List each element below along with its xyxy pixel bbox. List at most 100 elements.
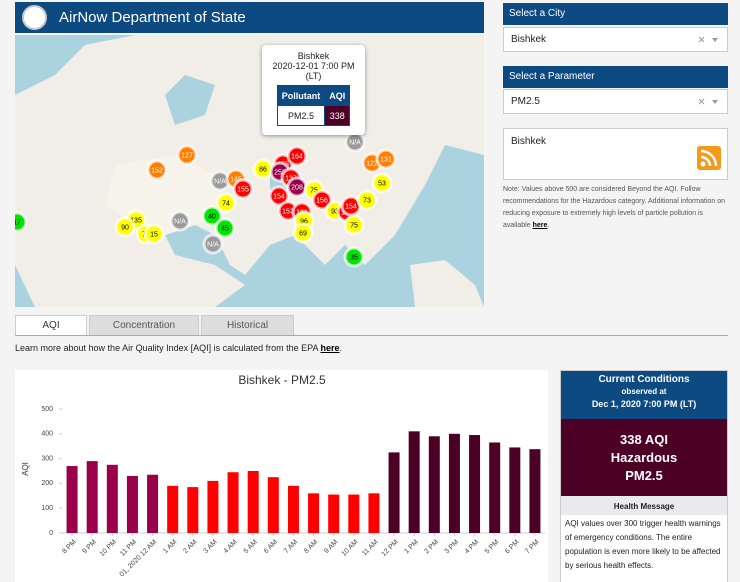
map-marker-label: N/A xyxy=(349,139,361,146)
map-marker-label: 86 xyxy=(259,166,267,173)
map[interactable]: 17135907315N/A152127N/A145155744045N/A86… xyxy=(15,35,484,307)
map-marker-label: 164 xyxy=(291,153,303,160)
bar xyxy=(187,487,198,533)
bar xyxy=(127,476,138,533)
y-tick-label: 200 xyxy=(41,480,53,487)
map-marker-label: 35 xyxy=(350,254,358,261)
x-tick-label: 3 AM xyxy=(202,539,218,555)
x-tick-label: 2 PM xyxy=(424,539,441,556)
x-tick-label: 4 PM xyxy=(464,539,481,556)
tab[interactable]: AQI xyxy=(15,315,87,335)
x-tick-label: 3 PM xyxy=(444,539,461,556)
map-marker-label: 69 xyxy=(299,230,307,237)
x-tick-label: 10 AM xyxy=(341,539,360,558)
note-link[interactable]: here xyxy=(533,222,548,229)
parameter-label: Select a Parameter xyxy=(503,66,728,88)
x-tick-label: 10 PM xyxy=(99,539,118,558)
map-marker-label: 75 xyxy=(350,222,358,229)
bar xyxy=(389,452,400,533)
bar xyxy=(469,435,480,533)
popup-zone: (LT) xyxy=(262,71,365,81)
x-tick-label: 9 PM xyxy=(81,539,98,556)
x-tick-label: 6 PM xyxy=(504,539,521,556)
map-marker-label: 74 xyxy=(222,200,230,207)
bar xyxy=(368,493,379,533)
bar xyxy=(328,495,339,533)
bar xyxy=(167,486,178,533)
feed-title: Bishkek xyxy=(511,136,546,147)
cc-time: Dec 1, 2020 7:00 PM (LT) xyxy=(561,399,727,409)
bar xyxy=(107,465,118,533)
x-tick-label: 8 PM xyxy=(61,539,78,556)
health-text: AQI values over 300 trigger health warni… xyxy=(561,515,727,582)
x-tick-label: 5 AM xyxy=(243,539,259,555)
bar xyxy=(248,471,259,533)
bar xyxy=(207,481,218,533)
map-marker-label: 152 xyxy=(151,167,163,174)
cc-title: Current Conditions xyxy=(561,374,727,385)
bar xyxy=(529,449,540,533)
y-tick-label: 300 xyxy=(41,455,53,462)
bar xyxy=(409,431,420,533)
y-axis-label: AQI xyxy=(21,462,30,476)
popup-time: 2020-12-01 7:00 PM xyxy=(262,61,365,71)
note-end: . xyxy=(547,222,549,229)
info-end: . xyxy=(340,343,343,353)
info-text: Learn more about how the Air Quality Ind… xyxy=(15,343,321,353)
cc-aqi-box: 338 AQI Hazardous PM2.5 xyxy=(561,419,727,496)
bar xyxy=(87,461,98,533)
seal-icon xyxy=(22,5,47,30)
bar xyxy=(288,486,299,533)
map-marker-label: 17 xyxy=(15,219,21,226)
map-marker-label: 154 xyxy=(273,193,285,200)
map-marker-label: 208 xyxy=(291,184,303,191)
popup-table: PollutantAQI PM2.5338 xyxy=(277,85,351,126)
map-marker-label: 127 xyxy=(181,152,193,159)
map-marker-label: N/A xyxy=(207,241,219,248)
parameter-select[interactable]: PM2.5 xyxy=(503,89,728,114)
select-icons xyxy=(699,36,719,44)
bar xyxy=(348,495,359,533)
map-marker-label: N/A xyxy=(174,218,186,225)
map-popup: Bishkek 2020-12-01 7:00 PM (LT) Pollutan… xyxy=(262,45,365,135)
y-tick-label: 100 xyxy=(41,505,53,512)
x-tick-label: 7 AM xyxy=(283,539,299,555)
x-tick-label: 11 AM xyxy=(361,539,380,558)
bar xyxy=(67,466,78,533)
note: Note: Values above 500 are considered Be… xyxy=(503,184,728,232)
city-select[interactable]: Bishkek xyxy=(503,27,728,52)
tab[interactable]: Concentration xyxy=(89,315,199,335)
feed-box: Bishkek xyxy=(503,128,728,180)
popup-city: Bishkek xyxy=(262,51,365,61)
x-tick-label: 1 AM xyxy=(162,539,178,555)
x-tick-label: 7 PM xyxy=(524,539,541,556)
popup-cell: 338 xyxy=(325,106,350,126)
cc-aqi: 338 AQI xyxy=(561,431,727,449)
map-marker-label: 40 xyxy=(208,213,216,220)
popup-cell: PM2.5 xyxy=(277,106,325,126)
current-conditions: Current Conditions observed at Dec 1, 20… xyxy=(560,370,728,582)
map-marker-label: 45 xyxy=(221,225,229,232)
x-tick-label: 5 PM xyxy=(484,539,501,556)
popup-col: Pollutant xyxy=(277,86,325,106)
bar xyxy=(509,447,520,533)
chart: Bishkek - PM2.5 AQI 01002003004005008 PM… xyxy=(15,370,548,582)
map-marker-label: 156 xyxy=(316,197,328,204)
bar xyxy=(228,472,239,533)
info-link[interactable]: here xyxy=(321,343,340,353)
x-tick-label: 4 AM xyxy=(223,539,239,555)
map-marker-label: 15 xyxy=(150,231,158,238)
map-marker-label: 53 xyxy=(378,180,386,187)
map-marker-label: 73 xyxy=(363,197,371,204)
tab-divider xyxy=(15,335,728,336)
select-icons xyxy=(699,98,719,106)
map-marker-label: 90 xyxy=(121,224,129,231)
bar xyxy=(429,436,440,533)
y-tick-label: 400 xyxy=(41,431,53,438)
tab[interactable]: Historical xyxy=(201,315,294,335)
info: Learn more about how the Air Quality Ind… xyxy=(15,343,342,353)
x-tick-label: 2 AM xyxy=(182,539,198,555)
city-label: Select a City xyxy=(503,3,728,25)
bar xyxy=(449,434,460,533)
rss-icon[interactable] xyxy=(697,146,721,170)
